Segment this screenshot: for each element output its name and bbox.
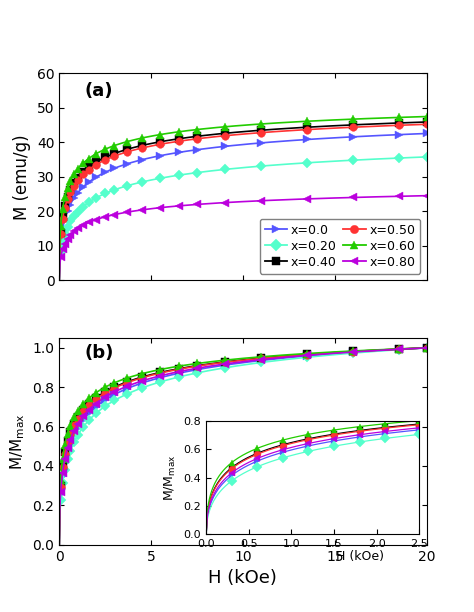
Legend: x=0.0, x=0.20, x=0.40, x=0.50, x=0.60, x=0.80: x=0.0, x=0.20, x=0.40, x=0.50, x=0.60, x… [260,218,420,274]
X-axis label: H (kOe): H (kOe) [209,569,277,587]
Text: (b): (b) [85,344,114,362]
Y-axis label: M (emu/g): M (emu/g) [13,134,31,220]
Y-axis label: M/M$_{\rm max}$: M/M$_{\rm max}$ [8,413,27,469]
Text: (a): (a) [85,82,113,100]
